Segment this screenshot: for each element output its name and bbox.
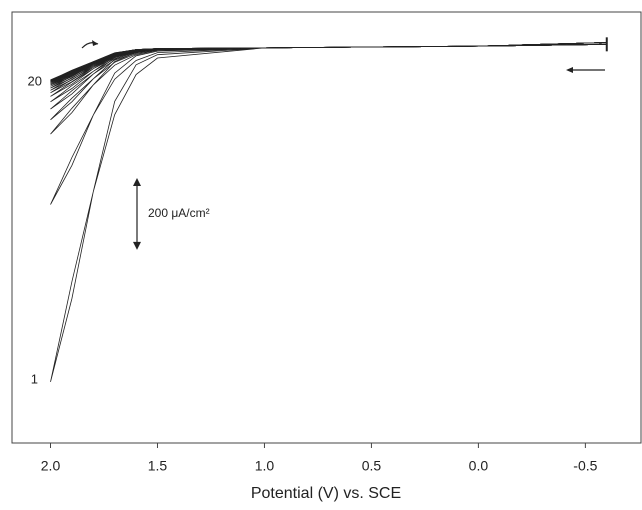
cv-curve xyxy=(50,42,607,81)
arrow-head xyxy=(133,241,141,250)
x-tick-label: 2.0 xyxy=(41,458,61,474)
cv-curve xyxy=(50,42,607,382)
arrow-head xyxy=(92,40,98,46)
x-tick-label: -0.5 xyxy=(573,458,597,474)
x-tick-label: 0.5 xyxy=(362,458,382,474)
cv-curve xyxy=(50,42,607,81)
x-tick-label: 1.0 xyxy=(255,458,275,474)
arrow-head xyxy=(566,67,573,73)
curve-label: 20 xyxy=(28,73,42,88)
cv-curve xyxy=(50,42,607,121)
cv-curve xyxy=(50,42,607,85)
arrow-head xyxy=(133,178,141,186)
cv-curve xyxy=(50,42,607,205)
curve-label: 1 xyxy=(31,371,38,386)
x-tick-label: 1.5 xyxy=(148,458,168,474)
cv-curve xyxy=(50,42,607,89)
cv-curve xyxy=(50,42,607,81)
x-axis-title: Potential (V) vs. SCE xyxy=(251,485,401,502)
x-tick-label: 0.0 xyxy=(469,458,489,474)
cv-curve xyxy=(50,42,607,87)
cv-curve xyxy=(50,42,607,135)
scale-bar-label: 200 μA/cm² xyxy=(148,206,210,220)
cv-curve xyxy=(50,42,607,82)
plot-frame xyxy=(11,11,642,444)
